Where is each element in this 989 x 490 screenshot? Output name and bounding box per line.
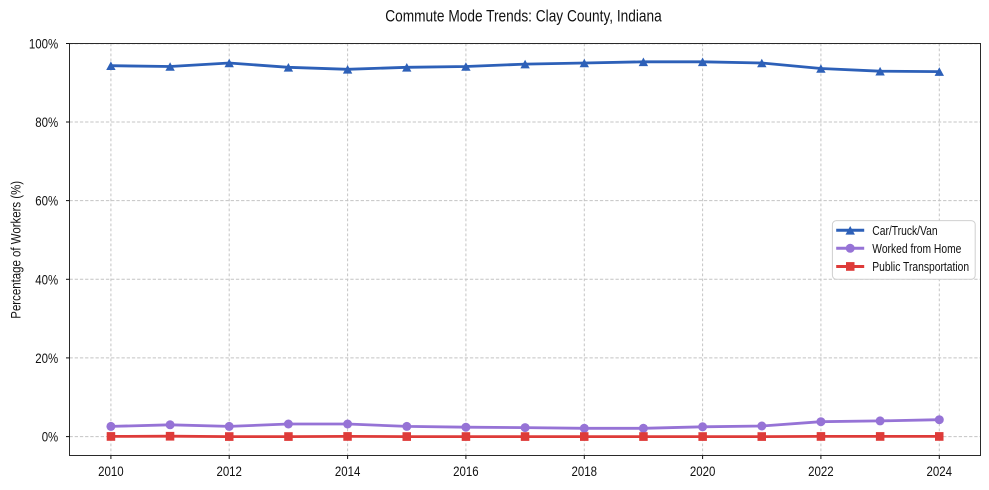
svg-text:60%: 60% (35, 193, 58, 209)
svg-text:40%: 40% (35, 271, 58, 287)
svg-text:2020: 2020 (690, 463, 716, 479)
svg-text:2022: 2022 (808, 463, 834, 479)
svg-text:0%: 0% (42, 429, 59, 445)
svg-text:20%: 20% (35, 350, 58, 366)
svg-text:Public Transportation: Public Transportation (872, 260, 969, 274)
svg-text:2024: 2024 (927, 463, 953, 479)
svg-text:2012: 2012 (216, 463, 242, 479)
svg-text:80%: 80% (35, 114, 58, 130)
svg-text:Car/Truck/Van: Car/Truck/Van (872, 224, 937, 238)
svg-text:2010: 2010 (98, 463, 124, 479)
svg-text:2014: 2014 (335, 463, 361, 479)
svg-text:Percentage of Workers (%): Percentage of Workers (%) (8, 181, 24, 319)
svg-text:2018: 2018 (572, 463, 598, 479)
svg-text:Commute Mode Trends: Clay Coun: Commute Mode Trends: Clay County, Indian… (385, 7, 662, 26)
svg-text:100%: 100% (29, 36, 58, 52)
svg-text:Worked from Home: Worked from Home (872, 242, 961, 256)
svg-text:2016: 2016 (453, 463, 479, 479)
